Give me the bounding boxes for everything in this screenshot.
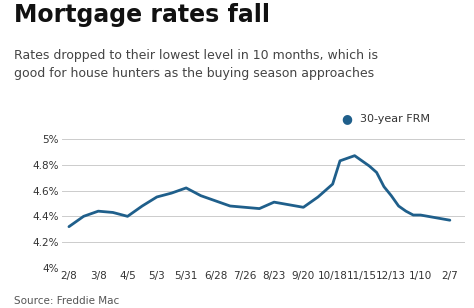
Text: Mortgage rates fall: Mortgage rates fall bbox=[14, 3, 270, 27]
Text: 30-year FRM: 30-year FRM bbox=[360, 114, 430, 124]
Text: Source: Freddie Mac: Source: Freddie Mac bbox=[14, 297, 119, 306]
Text: Rates dropped to their lowest level in 10 months, which is
good for house hunter: Rates dropped to their lowest level in 1… bbox=[14, 49, 378, 80]
Text: ●: ● bbox=[341, 112, 352, 125]
